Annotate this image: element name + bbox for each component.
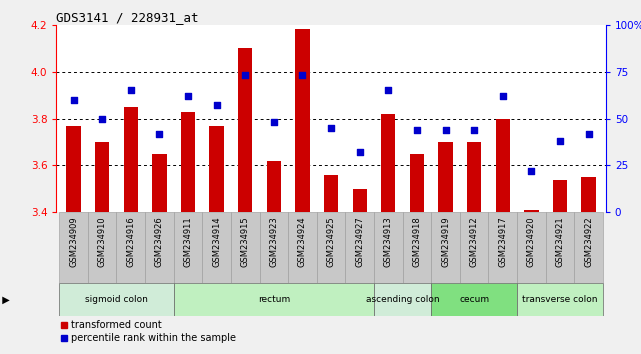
Text: GSM234923: GSM234923 bbox=[269, 216, 278, 267]
Point bbox=[154, 131, 165, 136]
Text: GDS3141 / 228931_at: GDS3141 / 228931_at bbox=[56, 11, 199, 24]
Bar bbox=[238, 48, 253, 212]
Bar bbox=[431, 212, 460, 283]
Text: GSM234919: GSM234919 bbox=[441, 216, 450, 267]
Text: GSM234917: GSM234917 bbox=[498, 216, 507, 267]
Text: GSM234912: GSM234912 bbox=[470, 216, 479, 267]
Bar bbox=[181, 112, 195, 212]
Text: GSM234920: GSM234920 bbox=[527, 216, 536, 267]
Bar bbox=[145, 212, 174, 283]
Bar bbox=[553, 179, 567, 212]
Text: GSM234921: GSM234921 bbox=[556, 216, 565, 267]
Bar bbox=[545, 212, 574, 283]
Bar bbox=[353, 189, 367, 212]
Text: GSM234914: GSM234914 bbox=[212, 216, 221, 267]
Point bbox=[212, 103, 222, 108]
Text: GSM234925: GSM234925 bbox=[326, 216, 336, 267]
Text: transverse colon: transverse colon bbox=[522, 295, 597, 304]
Text: rectum: rectum bbox=[258, 295, 290, 304]
Point bbox=[69, 97, 79, 103]
Bar bbox=[117, 212, 145, 283]
Point bbox=[269, 120, 279, 125]
Legend: transformed count, percentile rank within the sample: transformed count, percentile rank withi… bbox=[62, 320, 236, 343]
Bar bbox=[460, 212, 488, 283]
Point bbox=[183, 93, 193, 99]
Bar bbox=[124, 107, 138, 212]
Text: GSM234927: GSM234927 bbox=[355, 216, 364, 267]
Bar bbox=[517, 212, 545, 283]
Point bbox=[412, 127, 422, 133]
Text: GSM234924: GSM234924 bbox=[298, 216, 307, 267]
Text: GSM234911: GSM234911 bbox=[183, 216, 192, 267]
Bar bbox=[296, 29, 310, 212]
Bar bbox=[260, 212, 288, 283]
Text: GSM234915: GSM234915 bbox=[241, 216, 250, 267]
Bar bbox=[381, 114, 395, 212]
Point bbox=[555, 138, 565, 144]
Bar bbox=[403, 212, 431, 283]
Text: GSM234918: GSM234918 bbox=[412, 216, 421, 267]
Text: GSM234913: GSM234913 bbox=[384, 216, 393, 267]
Text: GSM234926: GSM234926 bbox=[155, 216, 164, 267]
Text: GSM234916: GSM234916 bbox=[126, 216, 135, 267]
Point bbox=[240, 73, 251, 78]
Bar bbox=[203, 212, 231, 283]
Bar bbox=[374, 283, 431, 316]
Bar bbox=[267, 161, 281, 212]
Point bbox=[126, 88, 136, 93]
Bar bbox=[438, 142, 453, 212]
Text: ascending colon: ascending colon bbox=[366, 295, 440, 304]
Text: cecum: cecum bbox=[459, 295, 489, 304]
Bar bbox=[374, 212, 403, 283]
Bar bbox=[59, 283, 174, 316]
Bar bbox=[495, 119, 510, 212]
Bar bbox=[174, 212, 203, 283]
Point bbox=[526, 168, 537, 174]
Text: GSM234909: GSM234909 bbox=[69, 216, 78, 267]
Bar bbox=[231, 212, 260, 283]
Bar bbox=[67, 126, 81, 212]
Bar bbox=[467, 142, 481, 212]
Bar bbox=[517, 283, 603, 316]
Bar bbox=[524, 210, 538, 212]
Point bbox=[440, 127, 451, 133]
Point bbox=[583, 131, 594, 136]
Bar bbox=[345, 212, 374, 283]
Bar bbox=[410, 154, 424, 212]
Bar bbox=[153, 154, 167, 212]
Text: GSM234922: GSM234922 bbox=[584, 216, 593, 267]
Point bbox=[326, 125, 337, 131]
Point bbox=[354, 149, 365, 155]
Bar bbox=[288, 212, 317, 283]
Text: GSM234910: GSM234910 bbox=[97, 216, 106, 267]
Point bbox=[97, 116, 107, 121]
Bar bbox=[59, 212, 88, 283]
Bar bbox=[317, 212, 345, 283]
Text: sigmoid colon: sigmoid colon bbox=[85, 295, 148, 304]
Bar bbox=[574, 212, 603, 283]
Point bbox=[469, 127, 479, 133]
Bar bbox=[431, 283, 517, 316]
Point bbox=[297, 73, 308, 78]
Bar bbox=[324, 175, 338, 212]
Bar bbox=[210, 126, 224, 212]
Point bbox=[383, 88, 394, 93]
Bar bbox=[95, 142, 110, 212]
Bar bbox=[88, 212, 117, 283]
Text: tissue ▶: tissue ▶ bbox=[0, 295, 10, 304]
Bar bbox=[581, 177, 595, 212]
Point bbox=[497, 93, 508, 99]
Bar bbox=[174, 283, 374, 316]
Bar bbox=[488, 212, 517, 283]
